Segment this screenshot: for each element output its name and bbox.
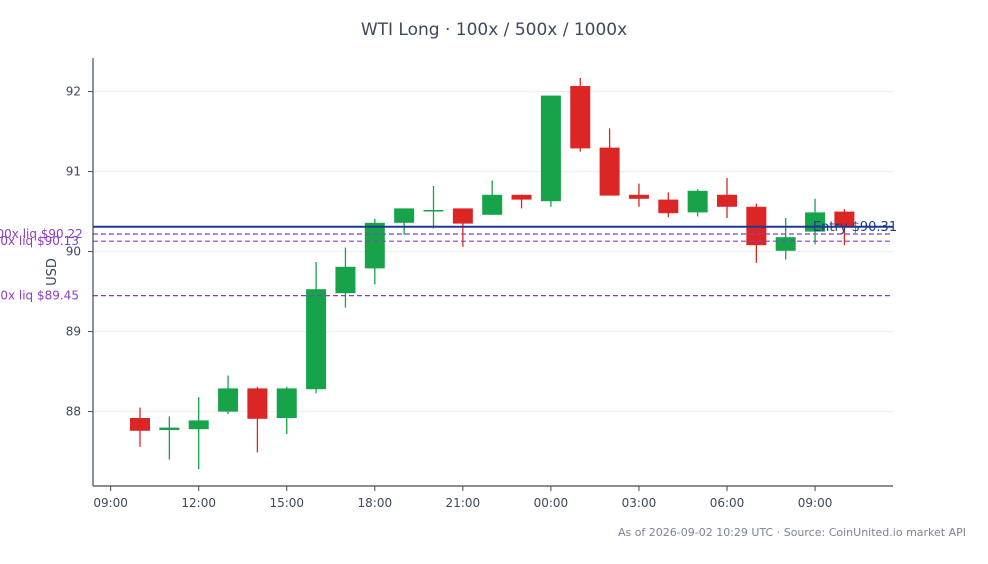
x-tick-label: 12:00 — [181, 496, 216, 510]
x-tick-label: 06:00 — [710, 496, 745, 510]
liquidation-label: 500x liq $90.13 — [0, 234, 79, 248]
candle-up — [423, 210, 444, 212]
candle-down — [717, 194, 737, 207]
source-footer: As of 2026-09-02 10:29 UTC · Source: Coi… — [617, 526, 966, 539]
candle-up — [276, 388, 297, 418]
x-tick-label: 09:00 — [798, 496, 833, 510]
x-tick-label: 09:00 — [93, 496, 128, 510]
y-tick-label: 89 — [66, 325, 81, 339]
x-tick-label: 00:00 — [534, 496, 569, 510]
candle-up — [306, 289, 327, 390]
y-axis-label: USD — [45, 258, 60, 286]
y-tick-label: 88 — [66, 405, 81, 419]
candle-up — [188, 420, 209, 430]
entry-label: Entry $90.31 — [813, 220, 897, 235]
candle-down — [247, 388, 268, 419]
candle-down — [628, 194, 649, 199]
y-tick-label: 90 — [66, 245, 81, 259]
candle-down — [834, 211, 855, 227]
candle-up — [218, 388, 239, 412]
x-tick-label: 03:00 — [622, 496, 657, 510]
liquidation-label: 100x liq $89.45 — [0, 289, 79, 303]
candle-down — [658, 199, 679, 214]
x-tick-label: 15:00 — [269, 496, 304, 510]
candle-down — [570, 86, 591, 149]
candle-up — [364, 222, 385, 269]
liquidation-label: 1000x liq $90.22 — [0, 227, 83, 241]
chart-title: WTI Long · 100x / 500x / 1000x — [360, 20, 628, 40]
candle-up — [394, 208, 415, 223]
candle-up — [482, 194, 503, 215]
candle-up — [335, 266, 356, 294]
candle-up — [687, 190, 708, 213]
candle-down — [130, 418, 150, 431]
candle-up — [540, 95, 561, 202]
x-tick-label: 18:00 — [358, 496, 393, 510]
candle-down — [599, 147, 620, 196]
x-tick-label: 21:00 — [446, 496, 481, 510]
candle-up — [775, 237, 796, 251]
candle-up — [159, 427, 180, 430]
candle-down — [511, 194, 532, 200]
candle-down — [452, 208, 473, 224]
y-tick-label: 91 — [66, 165, 81, 179]
y-tick-label: 92 — [66, 85, 81, 99]
